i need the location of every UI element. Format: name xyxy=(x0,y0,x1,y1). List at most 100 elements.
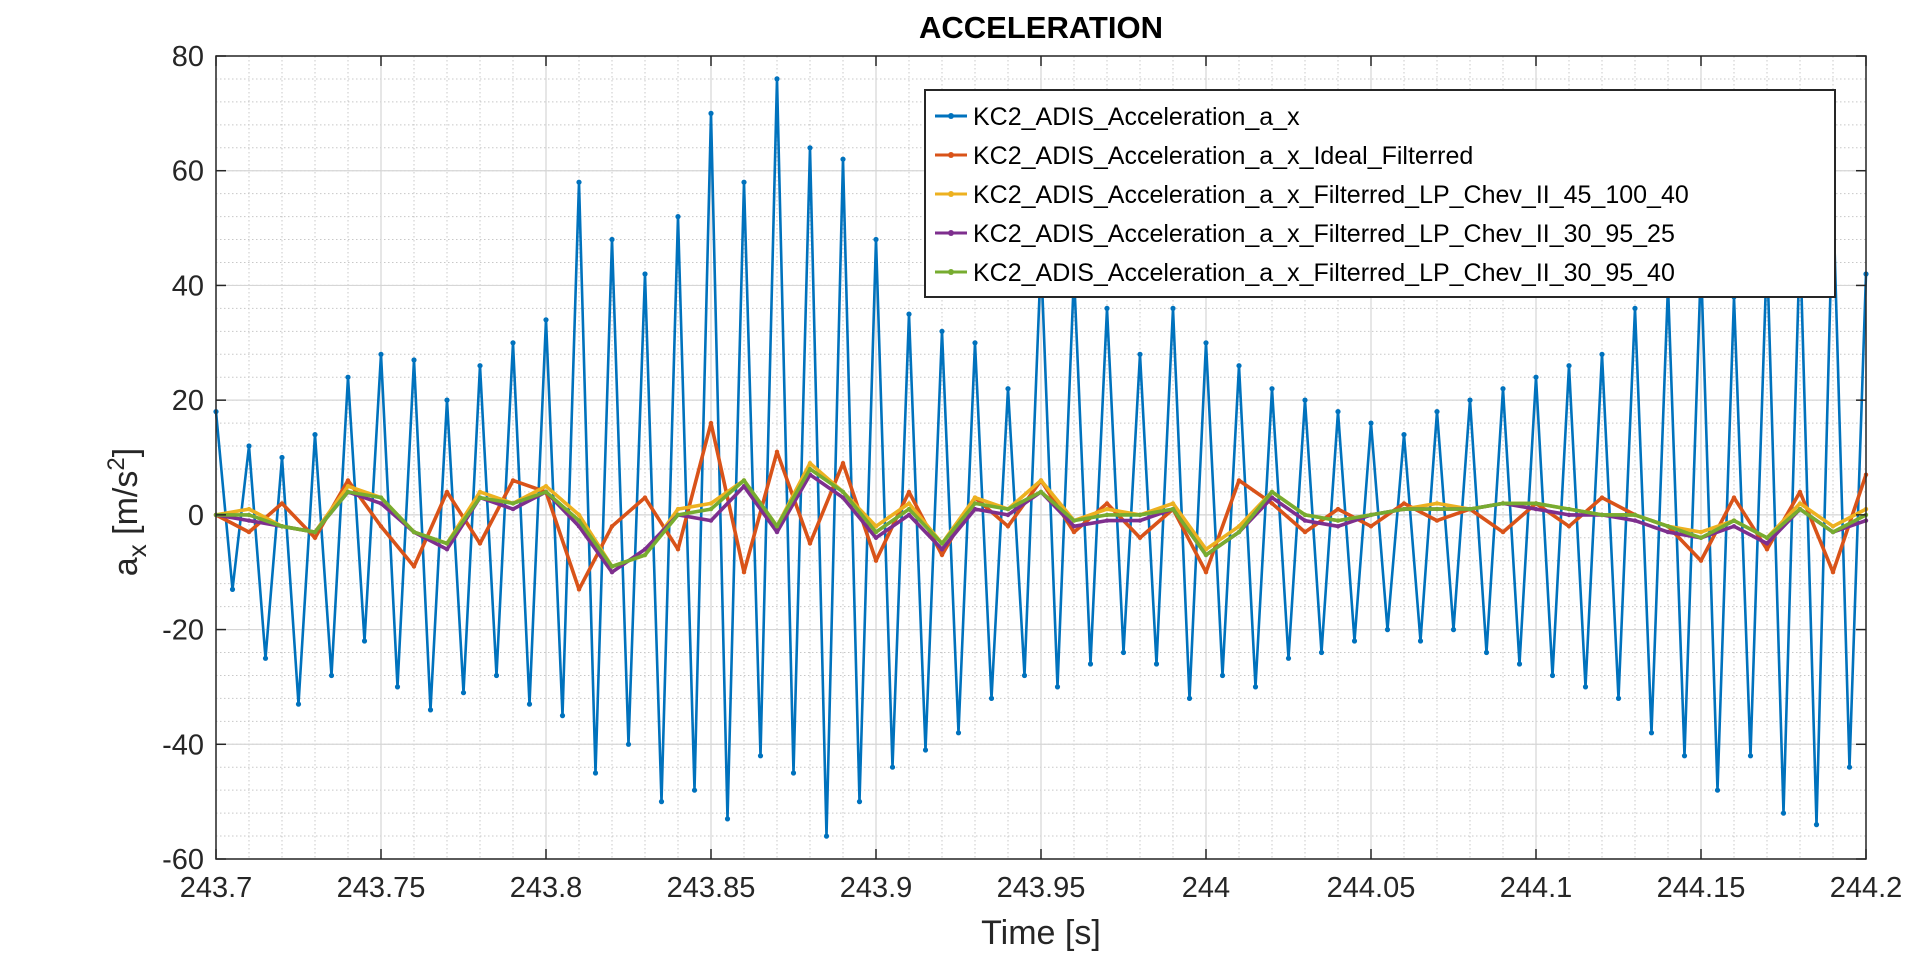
data-point xyxy=(889,764,896,770)
y-tick-label: -60 xyxy=(162,844,204,876)
data-point xyxy=(906,506,912,512)
y-axis-label: ax [m/s2] xyxy=(103,448,152,576)
data-point xyxy=(1104,512,1110,518)
data-point xyxy=(1731,518,1737,523)
x-tick-label: 243.9 xyxy=(840,872,913,904)
data-point xyxy=(1698,558,1704,563)
data-point xyxy=(1665,529,1671,535)
data-point xyxy=(345,489,351,495)
data-point xyxy=(1566,363,1572,369)
data-point xyxy=(1533,374,1539,380)
data-point xyxy=(1071,524,1077,529)
data-point xyxy=(1615,695,1622,702)
data-point xyxy=(1434,506,1440,512)
data-point xyxy=(1302,397,1308,403)
data-point xyxy=(1335,506,1341,512)
data-point xyxy=(1104,501,1110,506)
data-point xyxy=(609,570,615,575)
data-point xyxy=(1153,661,1160,667)
data-point xyxy=(1401,501,1407,506)
data-point xyxy=(246,443,252,449)
data-point xyxy=(807,145,813,151)
data-point xyxy=(1351,638,1358,644)
data-point xyxy=(708,506,714,512)
data-point xyxy=(1005,524,1011,529)
data-point xyxy=(1434,501,1440,506)
data-point xyxy=(279,454,285,461)
data-point xyxy=(1038,489,1044,495)
data-point xyxy=(576,518,582,523)
data-point xyxy=(1203,340,1209,346)
data-point xyxy=(873,535,879,540)
data-point xyxy=(1648,730,1655,736)
data-point xyxy=(262,655,269,661)
data-point xyxy=(477,541,483,546)
data-point xyxy=(1285,655,1292,661)
data-point xyxy=(1104,305,1110,311)
x-axis-label: Time [s] xyxy=(981,914,1101,952)
data-point xyxy=(444,541,450,546)
y-tick-label: 40 xyxy=(172,270,204,302)
data-point xyxy=(625,741,632,747)
data-point xyxy=(1335,409,1341,415)
data-point xyxy=(790,770,797,776)
y-axis-label-sup: 2 xyxy=(103,457,130,470)
data-point xyxy=(1764,547,1770,552)
data-point xyxy=(708,501,714,506)
data-point xyxy=(1335,524,1341,529)
data-point xyxy=(642,271,648,277)
data-point xyxy=(1335,518,1341,523)
data-point xyxy=(873,236,879,243)
data-point xyxy=(1368,512,1374,518)
data-point xyxy=(1500,501,1506,506)
data-point xyxy=(378,495,384,500)
data-point xyxy=(1186,695,1193,702)
data-point xyxy=(1170,305,1176,311)
data-point xyxy=(378,524,384,529)
data-point xyxy=(708,420,714,426)
data-point xyxy=(1401,432,1407,438)
data-point xyxy=(840,156,846,162)
legend-label: KC2_ADIS_Acceleration_a_x_Ideal_Filterre… xyxy=(973,142,1473,170)
legend-label: KC2_ADIS_Acceleration_a_x xyxy=(973,103,1300,131)
data-point xyxy=(906,311,912,317)
data-point xyxy=(642,552,648,558)
data-point xyxy=(856,799,863,805)
data-point xyxy=(1467,397,1473,403)
x-tick-label: 244.05 xyxy=(1327,872,1416,904)
data-point xyxy=(1203,570,1209,575)
data-point xyxy=(1797,506,1803,512)
data-point xyxy=(1698,535,1704,540)
data-point xyxy=(1104,506,1110,512)
data-point xyxy=(675,506,681,512)
x-tick-label: 244.1 xyxy=(1500,872,1573,904)
data-point xyxy=(708,110,714,116)
data-point xyxy=(444,489,450,495)
y-tick-label: 60 xyxy=(172,156,204,188)
data-point xyxy=(1731,524,1737,529)
x-tick-label: 243.95 xyxy=(997,872,1086,904)
data-point xyxy=(279,501,285,506)
data-point xyxy=(873,558,879,563)
data-point xyxy=(1764,541,1770,546)
data-point xyxy=(873,529,879,535)
data-point xyxy=(1368,420,1374,426)
data-point xyxy=(1582,684,1589,690)
data-point xyxy=(295,701,302,707)
data-point xyxy=(394,684,401,690)
data-point xyxy=(1830,524,1836,529)
data-point xyxy=(246,529,252,535)
data-point xyxy=(1120,649,1127,656)
data-point xyxy=(1302,518,1308,523)
legend-marker xyxy=(948,230,954,236)
data-point xyxy=(312,535,318,540)
data-point xyxy=(1533,506,1539,512)
data-point xyxy=(1137,512,1143,518)
data-point xyxy=(774,76,780,82)
data-point xyxy=(1434,409,1440,415)
data-point xyxy=(1599,351,1605,357)
data-point xyxy=(708,518,714,523)
data-point xyxy=(1137,518,1143,523)
data-point xyxy=(1005,386,1011,392)
